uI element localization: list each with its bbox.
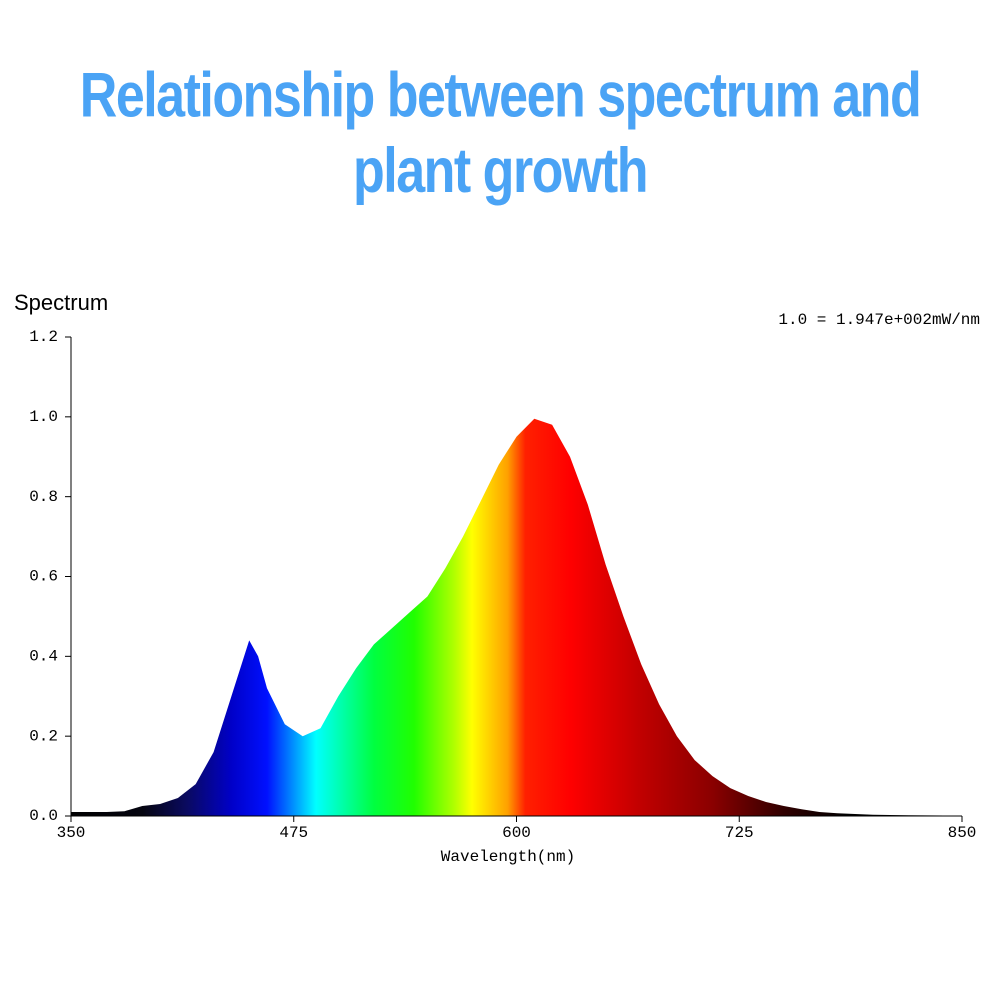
y-tick-label: 1.0 <box>29 408 58 426</box>
y-tick-label: 1.2 <box>29 328 58 346</box>
y-tick-label: 0.0 <box>29 807 58 825</box>
x-tick-label: 600 <box>502 824 531 842</box>
y-tick-label: 0.2 <box>29 727 58 745</box>
x-axis-label: Wavelength(nm) <box>441 848 575 866</box>
x-tick-label: 350 <box>57 824 86 842</box>
x-tick-label: 850 <box>948 824 977 842</box>
spectrum-area <box>71 418 962 816</box>
plot: 0.0 0.2 0.4 0.6 0.8 1.0 1.2 350 475 600 725 850 <box>29 328 976 842</box>
y-axis-label: Spectrum <box>14 290 108 315</box>
x-tick-label: 475 <box>279 824 308 842</box>
annotation: 1.0 = 1.947e+002mW/nm <box>778 311 980 329</box>
y-tick-label: 0.4 <box>29 648 58 666</box>
y-tick-label: 0.6 <box>29 568 58 586</box>
x-tick-label: 725 <box>725 824 754 842</box>
chart-title: Relationship between spectrum and plant … <box>79 60 922 207</box>
y-tick-label: 0.8 <box>29 488 58 506</box>
